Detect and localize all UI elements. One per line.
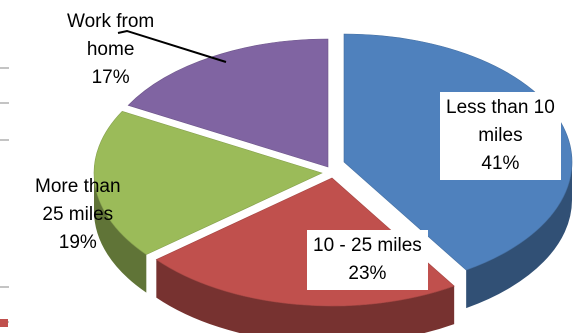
data-label-value: 17% <box>91 67 130 88</box>
data-label-category: More than <box>35 176 121 197</box>
data-label-category: miles <box>478 125 523 146</box>
legend-swatch-fragment <box>0 319 8 327</box>
data-label-value: 23% <box>348 263 387 284</box>
pie-slice-side-1 <box>466 162 572 309</box>
data-label-value: 19% <box>58 232 97 253</box>
data-label-category: Less than 10 <box>446 97 555 118</box>
data-label-1: Less than 10 miles 41% <box>440 92 561 180</box>
pie-slice-side-2 <box>156 259 455 333</box>
data-label-2: 10 - 25 miles 23% <box>307 230 428 290</box>
data-label-3: More than 25 miles 19% <box>35 173 121 257</box>
left-axis-ticks <box>0 67 9 323</box>
pie-slice-3 <box>93 110 323 255</box>
data-label-4: Work from home 17% <box>67 8 154 92</box>
data-label-category: Work from <box>67 11 155 32</box>
data-label-value: 41% <box>481 153 520 174</box>
data-label-category: home <box>86 39 135 60</box>
leader-line-work-from-home <box>117 29 227 63</box>
data-label-category: 10 - 25 miles <box>313 235 422 256</box>
data-label-category: 25 miles <box>42 204 114 225</box>
